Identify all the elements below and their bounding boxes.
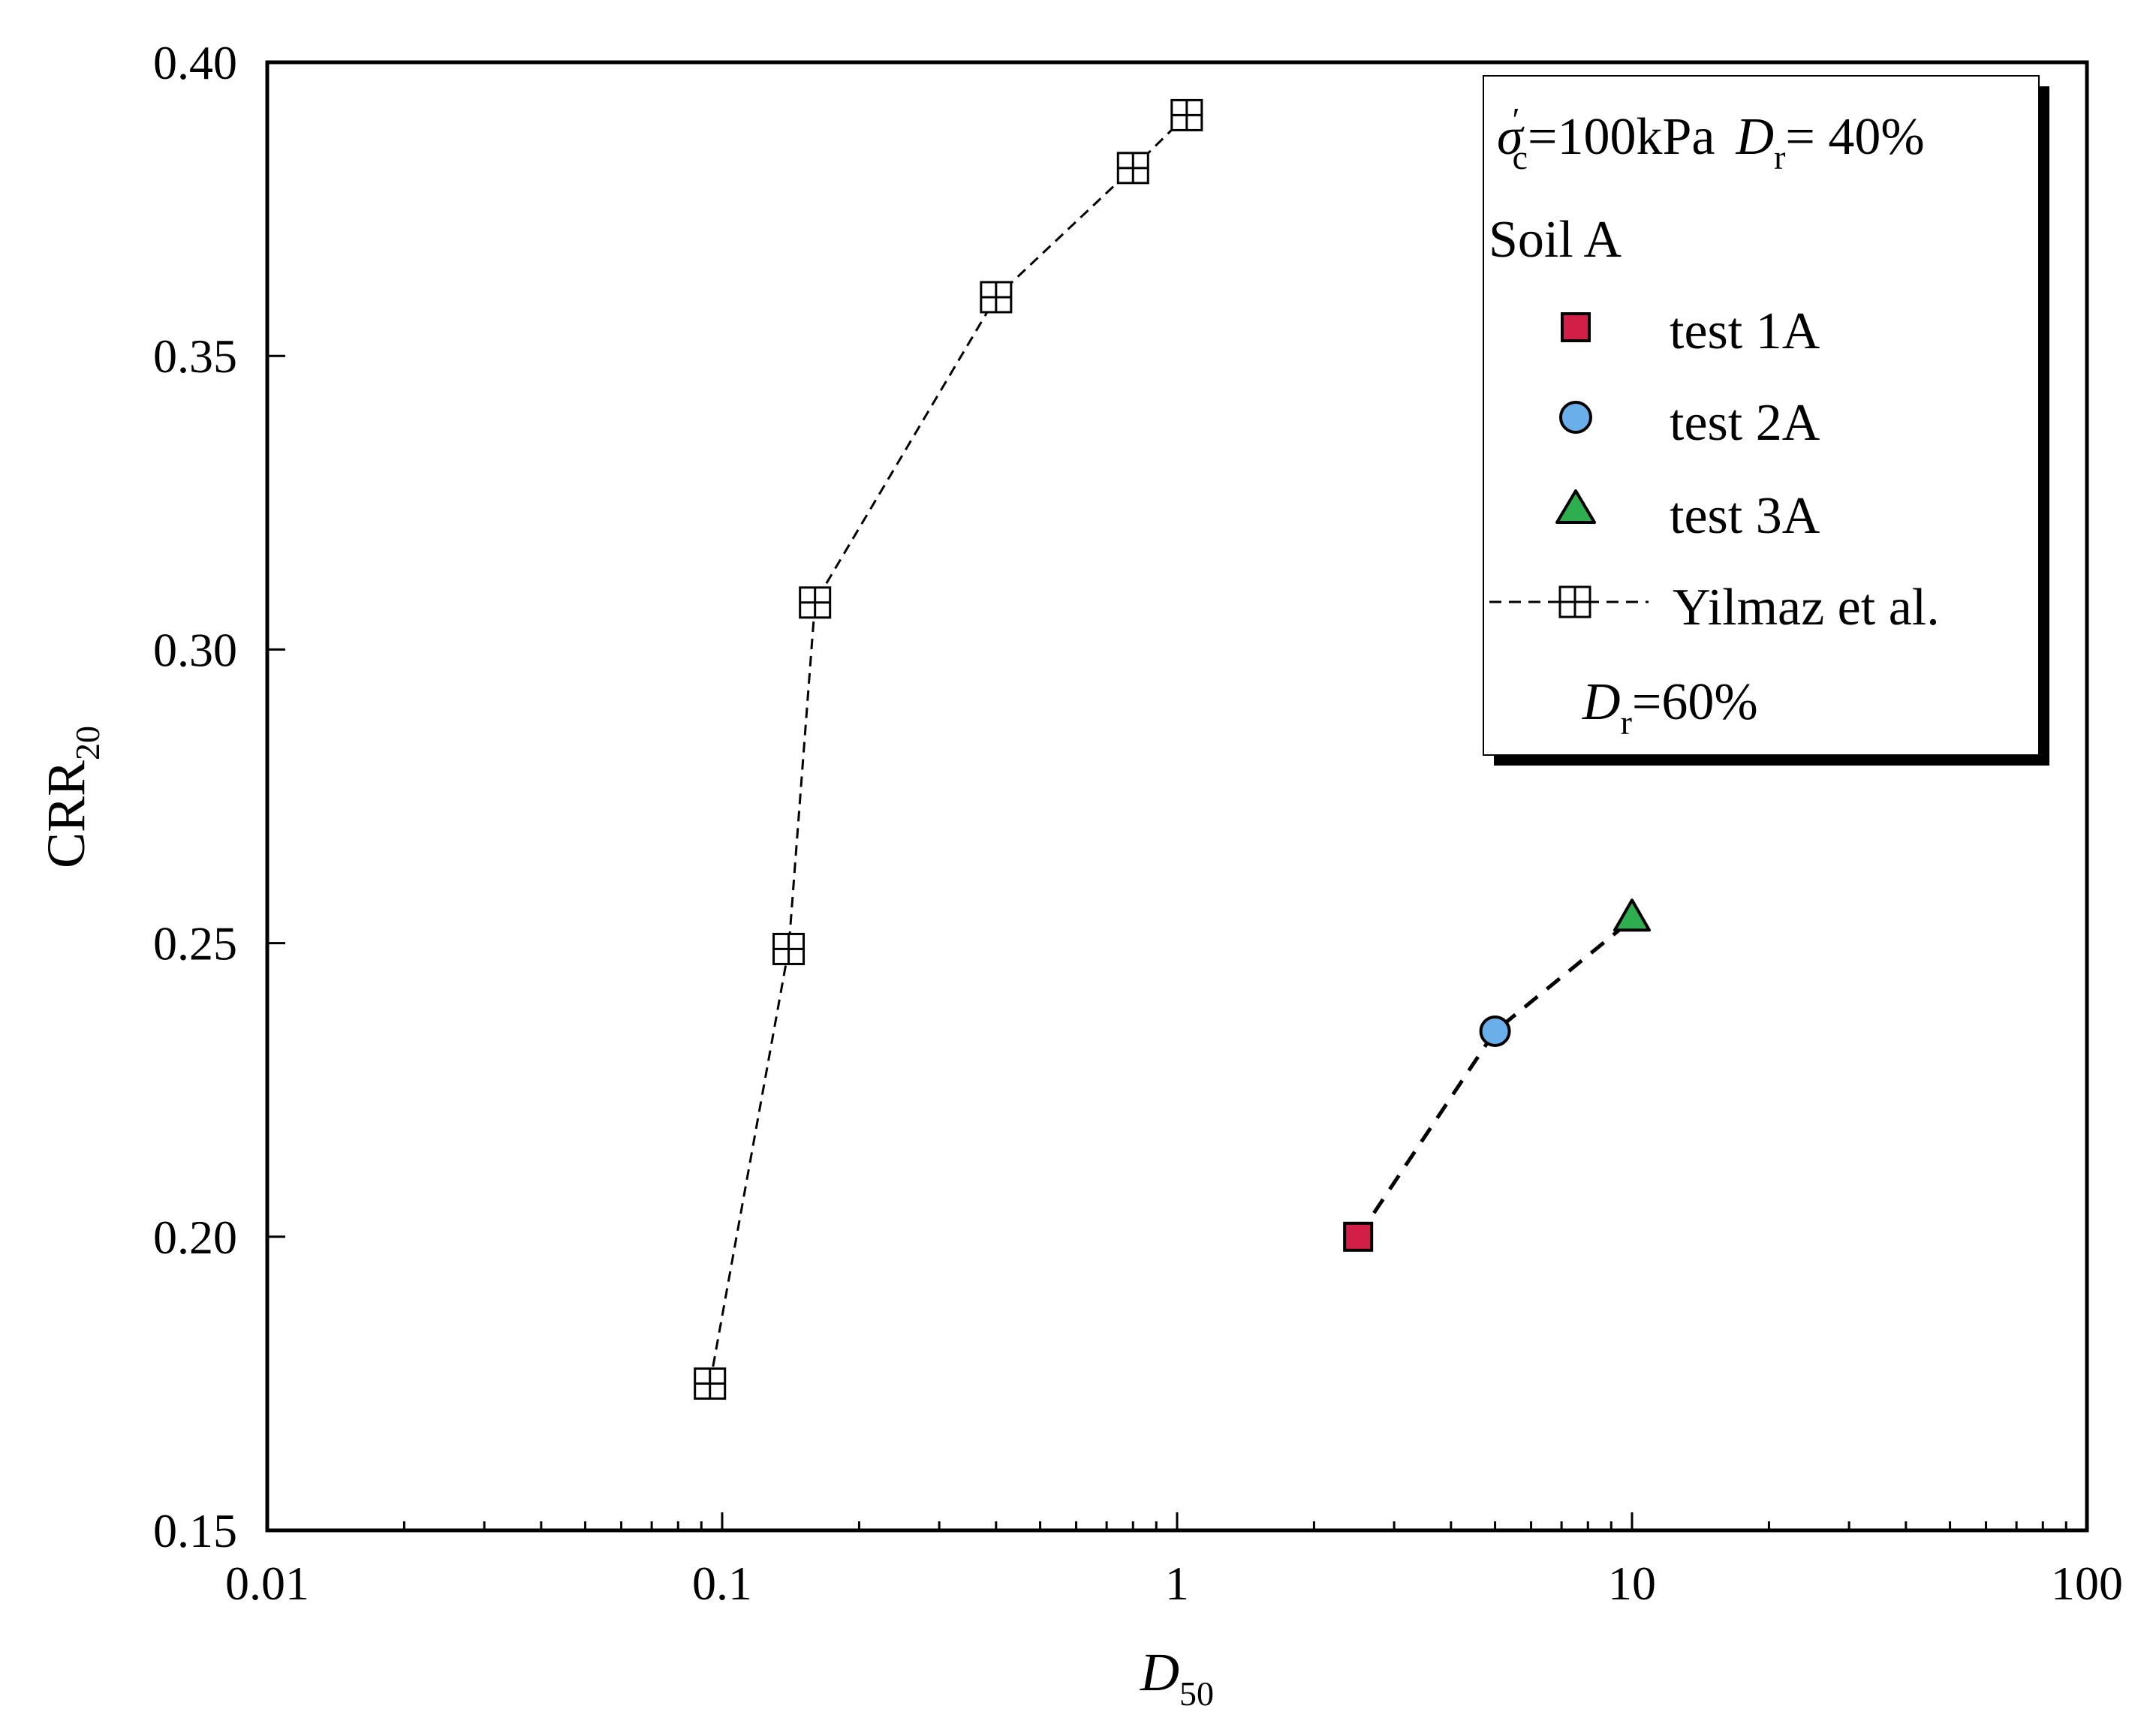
legend-marker-test-1a	[1561, 312, 1591, 342]
legend-label-test-1a: test 1A	[1670, 302, 1820, 360]
legend-footnote: Dr=60%	[1582, 673, 1758, 742]
yilmaz-point	[772, 932, 805, 965]
y-axis-label: CRR20	[36, 726, 107, 868]
legend-marker-test-2a	[1559, 401, 1592, 434]
y-tick-label: 0.40	[153, 36, 237, 89]
x-axis-ticks: 0.01 0.1 1 10 100	[225, 1512, 2123, 1610]
legend-label-test-3a: test 3A	[1670, 487, 1820, 545]
test-1a-point	[1343, 1221, 1374, 1252]
legend-label-test-2a: test 2A	[1670, 394, 1820, 452]
x-tick-label: 100	[2051, 1557, 2123, 1610]
y-tick-label: 0.15	[153, 1504, 237, 1557]
test-connector-line	[1357, 918, 1634, 1238]
y-tick-label: 0.25	[153, 917, 237, 970]
yilmaz-line	[709, 114, 1188, 1384]
yilmaz-point	[1170, 98, 1203, 131]
legend: σ′ c=100kPa Dr= 40% Soil A test 1A test 2A…	[1483, 75, 2049, 766]
legend-marker-yilmaz	[1558, 585, 1591, 618]
series-lines	[709, 114, 1634, 1384]
yilmaz-point	[799, 586, 832, 619]
test-2a-point	[1479, 1015, 1511, 1047]
legend-header: σ′ c=100kPa Dr= 40%	[1497, 101, 1925, 176]
y-tick-label: 0.30	[153, 623, 237, 676]
legend-label-yilmaz: Yilmaz et al.	[1673, 579, 1940, 636]
series-markers	[694, 98, 1651, 1400]
x-tick-label: 10	[1608, 1557, 1656, 1610]
y-axis-ticks: 0.15 0.20 0.25 0.30 0.35 0.40	[153, 36, 285, 1557]
yilmaz-point	[1116, 152, 1149, 185]
y-tick-label: 0.20	[153, 1211, 237, 1264]
x-tick-label: 0.1	[692, 1557, 752, 1610]
yilmaz-point	[980, 281, 1013, 314]
x-tick-label: 0.01	[225, 1557, 309, 1610]
legend-group-title: Soil A	[1489, 211, 1622, 269]
y-tick-label: 0.35	[153, 329, 237, 383]
x-tick-label: 1	[1165, 1557, 1189, 1610]
yilmaz-point	[694, 1367, 727, 1400]
legend-marker-test-3a	[1555, 489, 1596, 524]
test-3a-point	[1613, 898, 1651, 932]
x-axis-label: D50	[1140, 1642, 1214, 1713]
